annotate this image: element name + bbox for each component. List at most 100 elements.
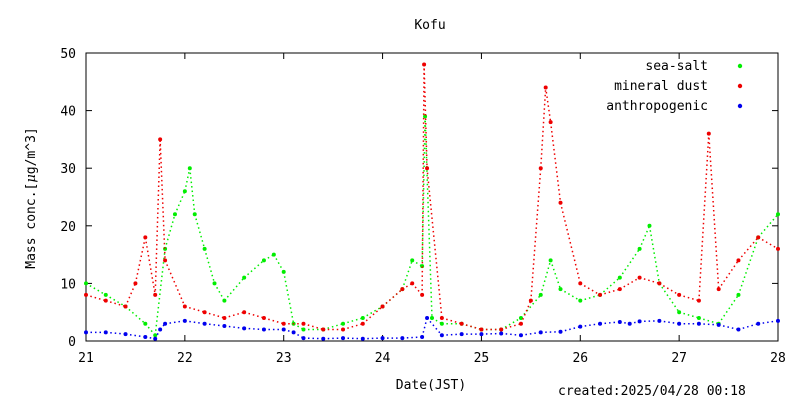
data-trace xyxy=(243,259,265,279)
legend-label: sea-salt xyxy=(645,59,708,74)
data-trace xyxy=(639,320,660,323)
data-trace xyxy=(560,288,581,302)
data-trace xyxy=(282,271,295,324)
data-trace xyxy=(639,276,660,285)
data-trace xyxy=(323,322,344,331)
data-trace xyxy=(323,337,344,340)
data-trace xyxy=(263,317,284,325)
data-trace xyxy=(303,322,324,331)
data-trace xyxy=(85,282,107,296)
data-trace xyxy=(718,294,740,325)
x-tick-label: 25 xyxy=(474,351,490,366)
plot-frame xyxy=(85,52,779,342)
data-trace xyxy=(423,64,428,169)
data-trace xyxy=(159,139,166,261)
data-point xyxy=(776,246,780,251)
data-trace xyxy=(174,190,186,215)
data-trace xyxy=(223,277,245,302)
data-trace xyxy=(481,332,502,335)
x-tick-label: 22 xyxy=(177,351,193,366)
data-trace xyxy=(362,337,383,340)
legend-label: mineral dust xyxy=(614,79,708,94)
data-trace xyxy=(718,324,739,331)
data-trace xyxy=(402,336,423,339)
legend-marker xyxy=(737,83,743,89)
data-trace xyxy=(560,325,581,333)
data-trace xyxy=(243,311,265,319)
data-trace xyxy=(580,322,601,328)
data-trace xyxy=(678,294,700,302)
data-trace xyxy=(303,337,324,340)
data-trace xyxy=(213,283,226,302)
data-trace xyxy=(382,288,403,308)
data-trace xyxy=(619,276,640,290)
data-trace xyxy=(520,294,542,319)
data-trace xyxy=(619,321,630,325)
data-trace xyxy=(559,202,582,284)
y-axis: 0 10 20 30 40 50 xyxy=(60,47,778,350)
legend-marker xyxy=(737,63,743,69)
data-point xyxy=(776,318,780,323)
data-trace xyxy=(501,332,522,336)
data-trace xyxy=(401,260,413,290)
data-trace xyxy=(441,317,462,325)
data-trace xyxy=(342,317,364,325)
data-trace xyxy=(154,329,161,340)
y-tick-label: 50 xyxy=(60,47,76,62)
data-trace xyxy=(738,322,759,331)
data-trace xyxy=(342,322,364,331)
data-trace xyxy=(426,317,443,336)
series-anthropogenic xyxy=(84,315,780,341)
x-tick-label: 26 xyxy=(572,351,588,366)
x-tick-label: 23 xyxy=(276,351,292,366)
data-trace xyxy=(530,168,542,301)
data-trace xyxy=(145,336,156,340)
y-tick-label: 10 xyxy=(60,277,76,292)
data-trace xyxy=(678,311,700,319)
data-trace xyxy=(737,236,759,261)
data-trace xyxy=(737,237,759,296)
data-points xyxy=(84,62,780,341)
data-trace xyxy=(441,333,462,336)
data-trace xyxy=(164,260,186,307)
data-trace xyxy=(658,282,680,313)
y-tick-label: 0 xyxy=(68,335,76,350)
data-trace xyxy=(134,237,147,284)
data-trace xyxy=(638,225,651,250)
data-trace xyxy=(164,320,185,325)
data-trace xyxy=(698,322,719,326)
data-trace xyxy=(549,122,562,203)
data-trace xyxy=(184,168,191,192)
y-tick-label: 40 xyxy=(60,105,76,120)
created-timestamp: created:2025/04/28 00:18 xyxy=(558,384,746,399)
data-trace xyxy=(124,283,137,307)
data-trace xyxy=(144,323,156,336)
y-tick-label: 30 xyxy=(60,162,76,177)
y-axis-label-mu: μ xyxy=(24,174,39,182)
data-trace xyxy=(411,282,423,296)
data-trace xyxy=(708,133,720,290)
legend-marker xyxy=(737,103,743,109)
y-axis-label-unit: g/m xyxy=(24,151,39,175)
data-trace xyxy=(144,237,156,296)
x-axis-label: Date(JST) xyxy=(396,378,466,393)
data-trace xyxy=(244,327,264,331)
data-trace xyxy=(382,288,403,308)
data-trace xyxy=(105,331,126,335)
data-trace xyxy=(125,305,146,325)
data-trace xyxy=(125,333,146,338)
y-axis-label-prefix: Mass conc.[ xyxy=(24,183,39,269)
chart-title: Kofu xyxy=(414,18,445,33)
data-trace xyxy=(520,331,541,336)
data-trace xyxy=(105,294,126,308)
data-trace xyxy=(648,225,661,284)
data-trace xyxy=(540,260,552,296)
data-trace xyxy=(184,305,205,313)
data-trace xyxy=(343,337,363,340)
data-trace xyxy=(757,213,779,238)
data-trace xyxy=(658,282,680,296)
data-trace xyxy=(184,320,205,325)
data-trace xyxy=(698,317,719,325)
data-trace xyxy=(500,322,522,331)
data-trace xyxy=(154,248,166,336)
